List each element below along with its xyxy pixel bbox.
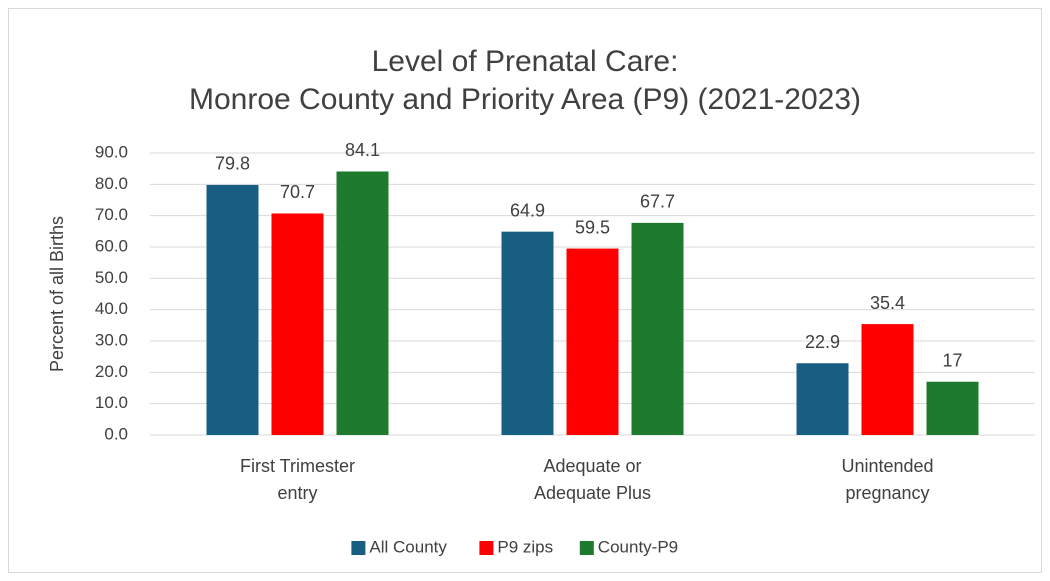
bar: [631, 222, 684, 435]
y-tick-label: 30.0: [95, 330, 128, 349]
bar: [796, 363, 849, 435]
bar: [336, 171, 389, 435]
bar: [926, 381, 979, 435]
data-label: 59.5: [575, 217, 610, 237]
x-tick-label: First Trimester entry: [240, 456, 355, 503]
legend-label: P9 zips: [497, 537, 553, 556]
data-label: 35.4: [870, 293, 905, 313]
data-label: 84.1: [345, 140, 380, 160]
y-axis-label: Percent of all Births: [47, 216, 67, 372]
data-label: 22.9: [805, 332, 840, 352]
legend-swatch: [579, 541, 594, 555]
y-tick-label: 40.0: [95, 299, 128, 318]
y-tick-label: 0.0: [104, 424, 128, 443]
chart-title: Level of Prenatal Care: Monroe County and…: [189, 45, 861, 116]
y-tick-label: 70.0: [95, 205, 128, 224]
bar: [501, 231, 554, 435]
bar: [566, 248, 619, 435]
x-tick-label: Adequate or Adequate Plus: [534, 456, 651, 503]
bar: [861, 324, 914, 435]
x-tick-label: Unintended pregnancy: [841, 456, 933, 503]
y-tick-label: 90.0: [95, 142, 128, 161]
y-tick-label: 20.0: [95, 362, 128, 381]
bar: [206, 184, 259, 435]
data-label: 79.8: [215, 154, 250, 174]
y-tick-label: 80.0: [95, 174, 128, 193]
data-label: 70.7: [280, 182, 315, 202]
legend-label: County-P9: [598, 537, 678, 556]
bar: [271, 213, 324, 435]
data-label: 64.9: [510, 200, 545, 220]
y-tick-label: 10.0: [95, 393, 128, 412]
legend-label: All County: [369, 537, 447, 556]
data-label: 17: [942, 350, 962, 370]
legend-swatch: [351, 541, 366, 555]
y-tick-label: 60.0: [95, 236, 128, 255]
y-tick-label: 50.0: [95, 268, 128, 287]
legend-swatch: [479, 541, 494, 555]
data-label: 67.7: [640, 192, 675, 212]
